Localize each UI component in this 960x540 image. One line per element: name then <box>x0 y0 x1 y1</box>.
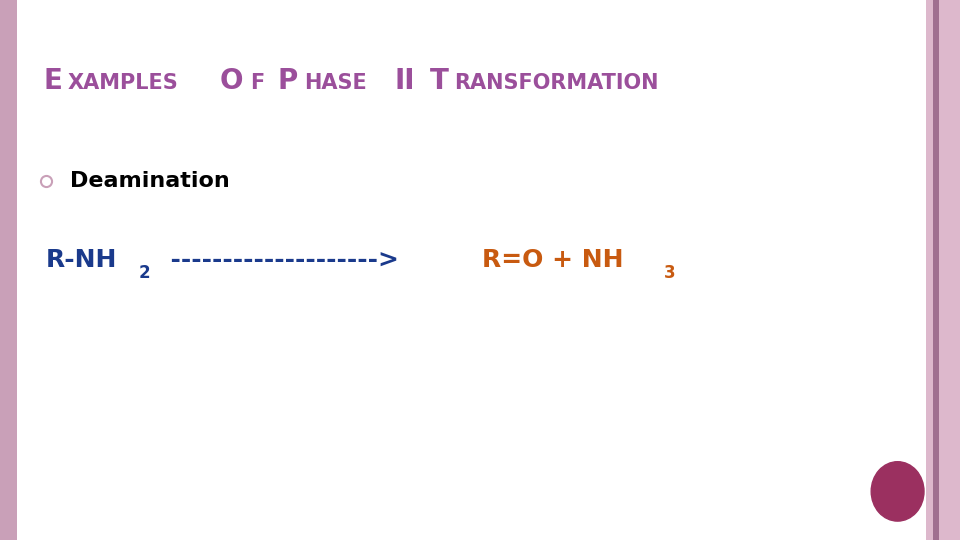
FancyBboxPatch shape <box>939 0 960 540</box>
Text: Deamination: Deamination <box>70 171 229 191</box>
FancyBboxPatch shape <box>926 0 960 540</box>
Text: P: P <box>277 67 299 95</box>
Text: II: II <box>395 67 415 95</box>
Text: T: T <box>430 67 449 95</box>
Text: O: O <box>220 67 243 95</box>
FancyBboxPatch shape <box>0 0 17 540</box>
Text: RANSFORMATION: RANSFORMATION <box>454 73 659 93</box>
Text: R=O + NH: R=O + NH <box>482 248 623 272</box>
Text: 3: 3 <box>664 264 676 282</box>
Text: E: E <box>43 67 62 95</box>
Text: HASE: HASE <box>304 73 367 93</box>
Text: 2: 2 <box>138 264 150 282</box>
Text: -------------------->: --------------------> <box>154 248 408 272</box>
Text: F: F <box>251 73 264 93</box>
Text: R-NH: R-NH <box>46 248 117 272</box>
FancyBboxPatch shape <box>933 0 939 540</box>
Ellipse shape <box>871 462 924 521</box>
Text: XAMPLES: XAMPLES <box>67 73 179 93</box>
